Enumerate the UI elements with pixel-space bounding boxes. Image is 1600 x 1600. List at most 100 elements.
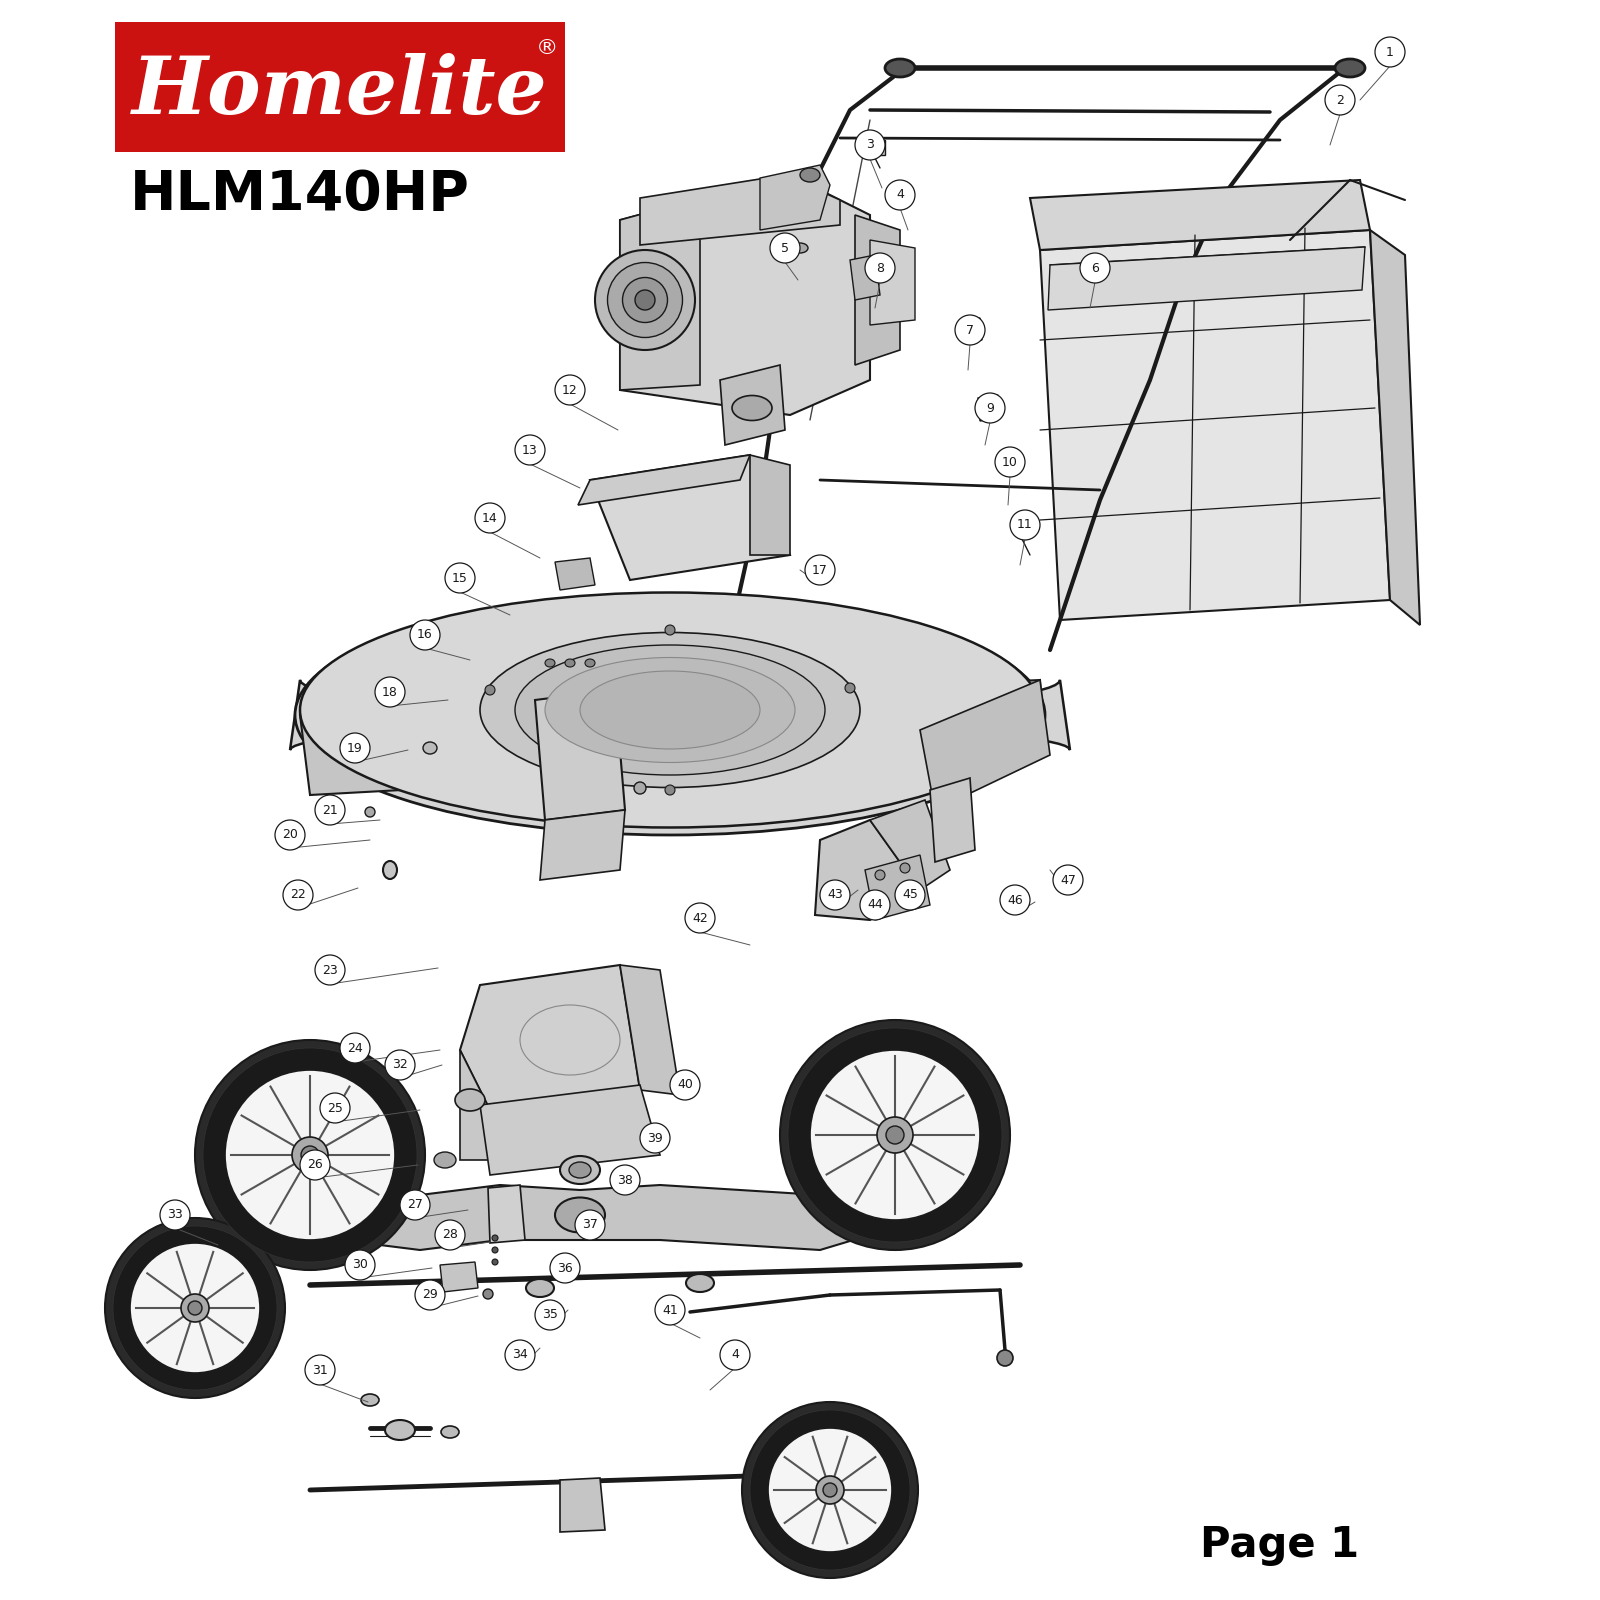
Polygon shape xyxy=(488,1186,525,1243)
Circle shape xyxy=(1325,85,1355,115)
Ellipse shape xyxy=(998,451,1013,466)
Text: 10: 10 xyxy=(1002,456,1018,469)
Polygon shape xyxy=(870,800,950,890)
Text: 6: 6 xyxy=(1091,261,1099,275)
Ellipse shape xyxy=(195,1040,426,1270)
Ellipse shape xyxy=(181,1294,210,1322)
Ellipse shape xyxy=(781,1021,1010,1250)
Polygon shape xyxy=(978,395,1000,421)
Ellipse shape xyxy=(493,1235,498,1242)
Circle shape xyxy=(506,1341,534,1370)
Ellipse shape xyxy=(291,1138,328,1173)
Ellipse shape xyxy=(226,1070,395,1240)
Text: Page 1: Page 1 xyxy=(1200,1523,1358,1566)
Ellipse shape xyxy=(595,250,694,350)
Text: 25: 25 xyxy=(326,1101,342,1115)
Circle shape xyxy=(1053,866,1083,894)
Text: 3: 3 xyxy=(866,139,874,152)
Ellipse shape xyxy=(1334,59,1365,77)
Polygon shape xyxy=(480,1085,661,1174)
Ellipse shape xyxy=(845,683,854,693)
Circle shape xyxy=(854,130,885,160)
Text: 28: 28 xyxy=(442,1229,458,1242)
Text: 9: 9 xyxy=(986,402,994,414)
Ellipse shape xyxy=(382,861,397,878)
Circle shape xyxy=(386,1050,414,1080)
Ellipse shape xyxy=(810,1050,979,1219)
Text: 27: 27 xyxy=(406,1198,422,1211)
Polygon shape xyxy=(720,365,786,445)
Polygon shape xyxy=(1040,230,1390,619)
Circle shape xyxy=(414,1280,445,1310)
Text: 32: 32 xyxy=(392,1059,408,1072)
Circle shape xyxy=(1000,885,1030,915)
Text: 47: 47 xyxy=(1061,874,1075,886)
Polygon shape xyxy=(541,810,626,880)
Circle shape xyxy=(974,394,1005,422)
Polygon shape xyxy=(560,1478,605,1533)
Text: 26: 26 xyxy=(307,1158,323,1171)
Circle shape xyxy=(435,1219,466,1250)
Text: 1: 1 xyxy=(1386,45,1394,59)
Ellipse shape xyxy=(800,168,819,182)
Circle shape xyxy=(346,1250,374,1280)
Circle shape xyxy=(160,1200,190,1230)
Circle shape xyxy=(339,733,370,763)
Polygon shape xyxy=(301,680,1045,795)
Polygon shape xyxy=(555,558,595,590)
Text: 14: 14 xyxy=(482,512,498,525)
Ellipse shape xyxy=(442,1426,459,1438)
Circle shape xyxy=(819,880,850,910)
Ellipse shape xyxy=(899,862,910,874)
Circle shape xyxy=(640,1123,670,1154)
Polygon shape xyxy=(960,318,982,342)
Circle shape xyxy=(654,1294,685,1325)
Ellipse shape xyxy=(586,659,595,667)
Ellipse shape xyxy=(686,1274,714,1293)
Ellipse shape xyxy=(493,1246,498,1253)
Polygon shape xyxy=(1030,179,1370,250)
Text: 19: 19 xyxy=(347,741,363,755)
Ellipse shape xyxy=(560,1155,600,1184)
Text: 16: 16 xyxy=(418,629,434,642)
Ellipse shape xyxy=(666,786,675,795)
Text: 18: 18 xyxy=(382,685,398,699)
Ellipse shape xyxy=(1085,259,1096,270)
Ellipse shape xyxy=(546,659,555,667)
Polygon shape xyxy=(750,454,790,555)
Ellipse shape xyxy=(570,1162,590,1178)
Text: 24: 24 xyxy=(347,1042,363,1054)
Ellipse shape xyxy=(301,592,1040,827)
Ellipse shape xyxy=(203,1048,418,1262)
Ellipse shape xyxy=(768,1427,893,1552)
Polygon shape xyxy=(850,254,880,301)
Text: 37: 37 xyxy=(582,1219,598,1232)
Ellipse shape xyxy=(875,870,885,880)
Ellipse shape xyxy=(565,659,574,667)
Text: 12: 12 xyxy=(562,384,578,397)
Text: 38: 38 xyxy=(618,1173,634,1187)
Circle shape xyxy=(610,1165,640,1195)
Text: 33: 33 xyxy=(166,1208,182,1221)
Text: 31: 31 xyxy=(312,1363,328,1376)
Ellipse shape xyxy=(750,1410,910,1570)
Text: HLM140HP: HLM140HP xyxy=(130,168,470,222)
Ellipse shape xyxy=(114,1226,277,1390)
Text: 45: 45 xyxy=(902,888,918,901)
Ellipse shape xyxy=(622,277,667,323)
Circle shape xyxy=(400,1190,430,1219)
Circle shape xyxy=(275,819,306,850)
Circle shape xyxy=(374,677,405,707)
Circle shape xyxy=(410,619,440,650)
Circle shape xyxy=(550,1253,579,1283)
Ellipse shape xyxy=(792,243,808,253)
Circle shape xyxy=(1374,37,1405,67)
Ellipse shape xyxy=(526,1278,554,1298)
Text: 13: 13 xyxy=(522,443,538,456)
Polygon shape xyxy=(590,454,790,579)
Text: 5: 5 xyxy=(781,242,789,254)
Circle shape xyxy=(555,374,586,405)
Circle shape xyxy=(866,253,894,283)
Ellipse shape xyxy=(555,1197,605,1232)
Text: 39: 39 xyxy=(646,1131,662,1144)
